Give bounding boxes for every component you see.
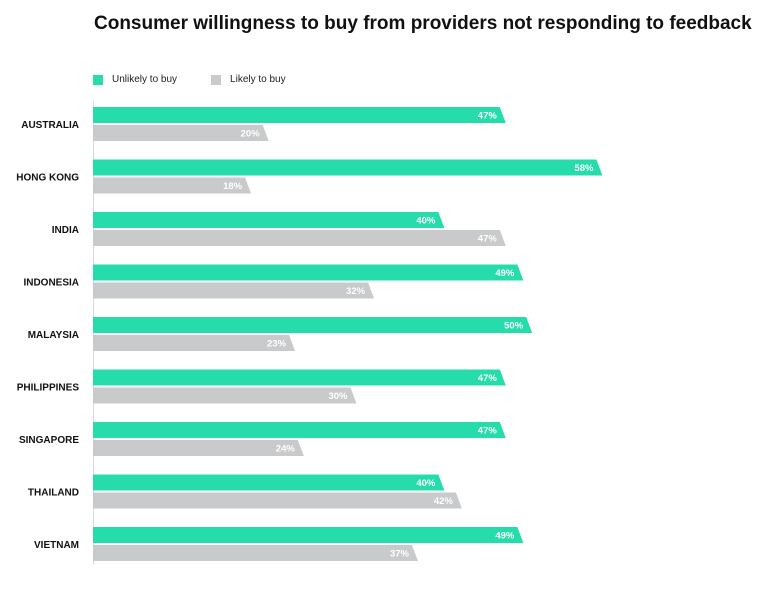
legend-swatch-likely: [211, 74, 222, 85]
bar-likely: [93, 282, 375, 299]
legend-label-likely: Likely to buy: [230, 74, 286, 85]
bar-value-label: 58%: [574, 163, 594, 174]
bar-unlikely: [93, 527, 524, 543]
bar-value-label: 24%: [276, 444, 296, 455]
chart-title: Consumer willingness to buy from provide…: [94, 13, 752, 34]
bar-unlikely: [93, 474, 445, 491]
bar-unlikely: [93, 159, 603, 176]
legend-swatch-unlikely: [93, 74, 103, 85]
legend-item-likely: Likely to buy: [211, 74, 286, 85]
bar-value-label: 18%: [223, 181, 243, 192]
bar-value-label: 32%: [346, 286, 366, 297]
bar-value-label: 47%: [478, 234, 498, 245]
bar-likely: [93, 440, 304, 456]
legend-label-unlikely: Unlikely to buy: [112, 74, 178, 85]
bar-unlikely: [93, 317, 533, 333]
bar-likely: [93, 230, 506, 246]
bar-value-label: 49%: [495, 531, 515, 542]
bar-value-label: 20%: [241, 129, 261, 140]
bar-value-label: 47%: [478, 373, 498, 384]
bar-value-label: 40%: [416, 478, 436, 489]
category-label: THAILAND: [28, 488, 79, 499]
legend-item-unlikely: Unlikely to buy: [93, 74, 177, 85]
bar-likely: [93, 177, 252, 194]
bar-likely: [93, 492, 462, 509]
bar-likely: [93, 125, 269, 141]
bar-unlikely: [93, 212, 445, 228]
category-label: PHILIPPINES: [17, 383, 80, 394]
category-label: AUSTRALIA: [21, 120, 79, 131]
bar-likely: [93, 387, 357, 404]
bar-value-label: 30%: [328, 391, 348, 402]
bar-value-label: 47%: [478, 426, 498, 437]
bar-value-label: 23%: [267, 339, 287, 350]
bar-value-label: 42%: [434, 496, 454, 507]
bar-value-label: 37%: [390, 549, 410, 560]
bar-unlikely: [93, 422, 506, 438]
bar-likely: [93, 335, 296, 351]
category-label: SINGAPORE: [19, 435, 79, 446]
bar-unlikely: [93, 369, 506, 386]
bar-value-label: 49%: [495, 268, 515, 279]
bar-value-label: 50%: [504, 321, 524, 332]
legend: Unlikely to buy Likely to buy: [93, 74, 320, 85]
bar-unlikely: [93, 107, 506, 123]
bar-likely: [93, 545, 418, 561]
bar-value-label: 47%: [478, 111, 498, 122]
category-label: HONG KONG: [16, 173, 79, 184]
category-label: INDIA: [52, 225, 79, 236]
category-label: INDONESIA: [23, 278, 79, 289]
category-label: MALAYSIA: [28, 330, 79, 341]
bar-unlikely: [93, 264, 524, 281]
bar-value-label: 40%: [416, 216, 436, 227]
category-label: VIETNAM: [34, 540, 79, 551]
